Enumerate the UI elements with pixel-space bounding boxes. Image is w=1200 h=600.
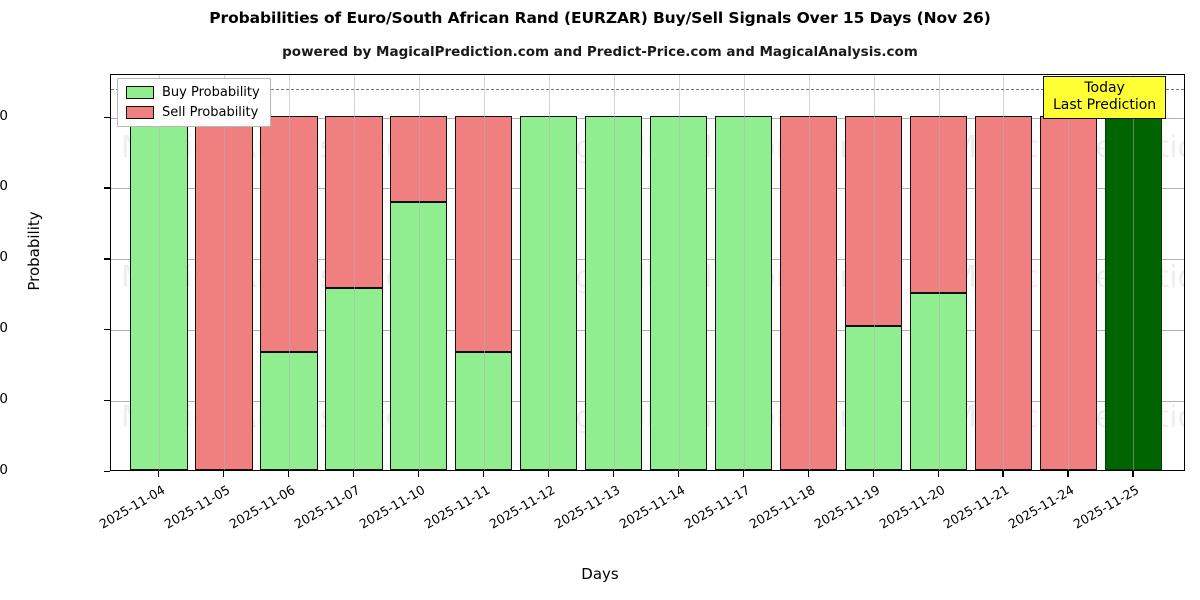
x-axis-tick [547, 471, 549, 477]
reference-dashed-line [111, 89, 1184, 91]
x-axis-tick [742, 471, 744, 477]
gridline-horizontal [111, 188, 1184, 190]
grid-layer [111, 75, 1184, 470]
x-axis-tick [352, 471, 355, 477]
chart-legend: Buy Probability Sell Probability [117, 78, 271, 127]
gridline-vertical [613, 75, 615, 470]
x-axis-tick [417, 471, 420, 477]
plot-area: MagicalAnalysis.comMagicalPrediction.com… [110, 74, 1185, 471]
gridline-vertical [938, 75, 940, 470]
gridline-horizontal [111, 117, 1184, 119]
chart-title: Probabilities of Euro/South African Rand… [209, 9, 991, 27]
x-axis-tick [223, 471, 225, 477]
x-axis-tick [158, 471, 160, 477]
x-axis-tick [937, 471, 939, 477]
chart-subtitle: powered by MagicalPrediction.com and Pre… [282, 44, 918, 60]
x-axis-tick [872, 471, 874, 477]
legend-label-sell: Sell Probability [162, 105, 259, 120]
x-axis-tick [1067, 471, 1069, 477]
y-axis-tick-label: 80 [0, 178, 8, 195]
x-axis-tick [807, 471, 809, 477]
y-axis-tick [104, 329, 110, 331]
gridline-vertical [873, 75, 875, 470]
x-axis-label: Days [581, 565, 619, 583]
gridline-vertical [678, 75, 680, 470]
legend-item-sell[interactable]: Sell Probability [126, 105, 260, 120]
y-axis-label: Probability [25, 211, 43, 291]
x-axis-tick [482, 471, 485, 477]
gridline-vertical [548, 75, 550, 470]
gridline-vertical [1133, 75, 1135, 470]
y-axis-tick-label: 40 [0, 320, 8, 337]
y-axis-tick-label: 0 [0, 462, 8, 478]
gridline-vertical [808, 75, 810, 470]
today-annotation: Today Last Prediction [1043, 76, 1167, 120]
y-axis-tick-label: 100 [0, 107, 8, 124]
x-axis-tick [612, 471, 614, 477]
gridline-vertical [483, 75, 485, 470]
y-axis-tick [104, 400, 110, 402]
x-axis-tick [287, 471, 290, 477]
today-annotation-line1: Today [1084, 80, 1125, 96]
reference-line-layer [111, 75, 1184, 470]
y-axis-tick [104, 116, 110, 118]
gridline-vertical [1003, 75, 1005, 470]
y-axis-tick [104, 187, 110, 189]
x-axis-tick [1002, 471, 1004, 477]
legend-swatch-buy-icon [126, 86, 154, 99]
x-axis-tick [677, 471, 679, 477]
gridline-vertical [353, 75, 355, 470]
x-axis-tick [1132, 471, 1134, 477]
legend-item-buy[interactable]: Buy Probability [126, 85, 260, 100]
gridline-vertical [288, 75, 290, 470]
y-axis-tick [104, 471, 110, 473]
bar-group[interactable] [650, 75, 708, 470]
gridline-horizontal [111, 330, 1184, 332]
legend-label-buy: Buy Probability [162, 85, 260, 100]
gridline-horizontal [111, 401, 1184, 403]
y-axis-tick [104, 258, 110, 260]
gridline-vertical [224, 75, 226, 470]
gridline-vertical [159, 75, 161, 470]
y-axis-tick-label: 60 [0, 249, 8, 266]
bar-segment-buy[interactable] [650, 115, 708, 470]
gridline-vertical [743, 75, 745, 470]
legend-swatch-sell-icon [126, 106, 154, 119]
gridline-horizontal [111, 259, 1184, 261]
gridline-vertical [1068, 75, 1070, 470]
y-axis-tick-label: 20 [0, 391, 8, 408]
today-annotation-line2: Last Prediction [1053, 96, 1157, 113]
gridline-vertical [418, 75, 420, 470]
